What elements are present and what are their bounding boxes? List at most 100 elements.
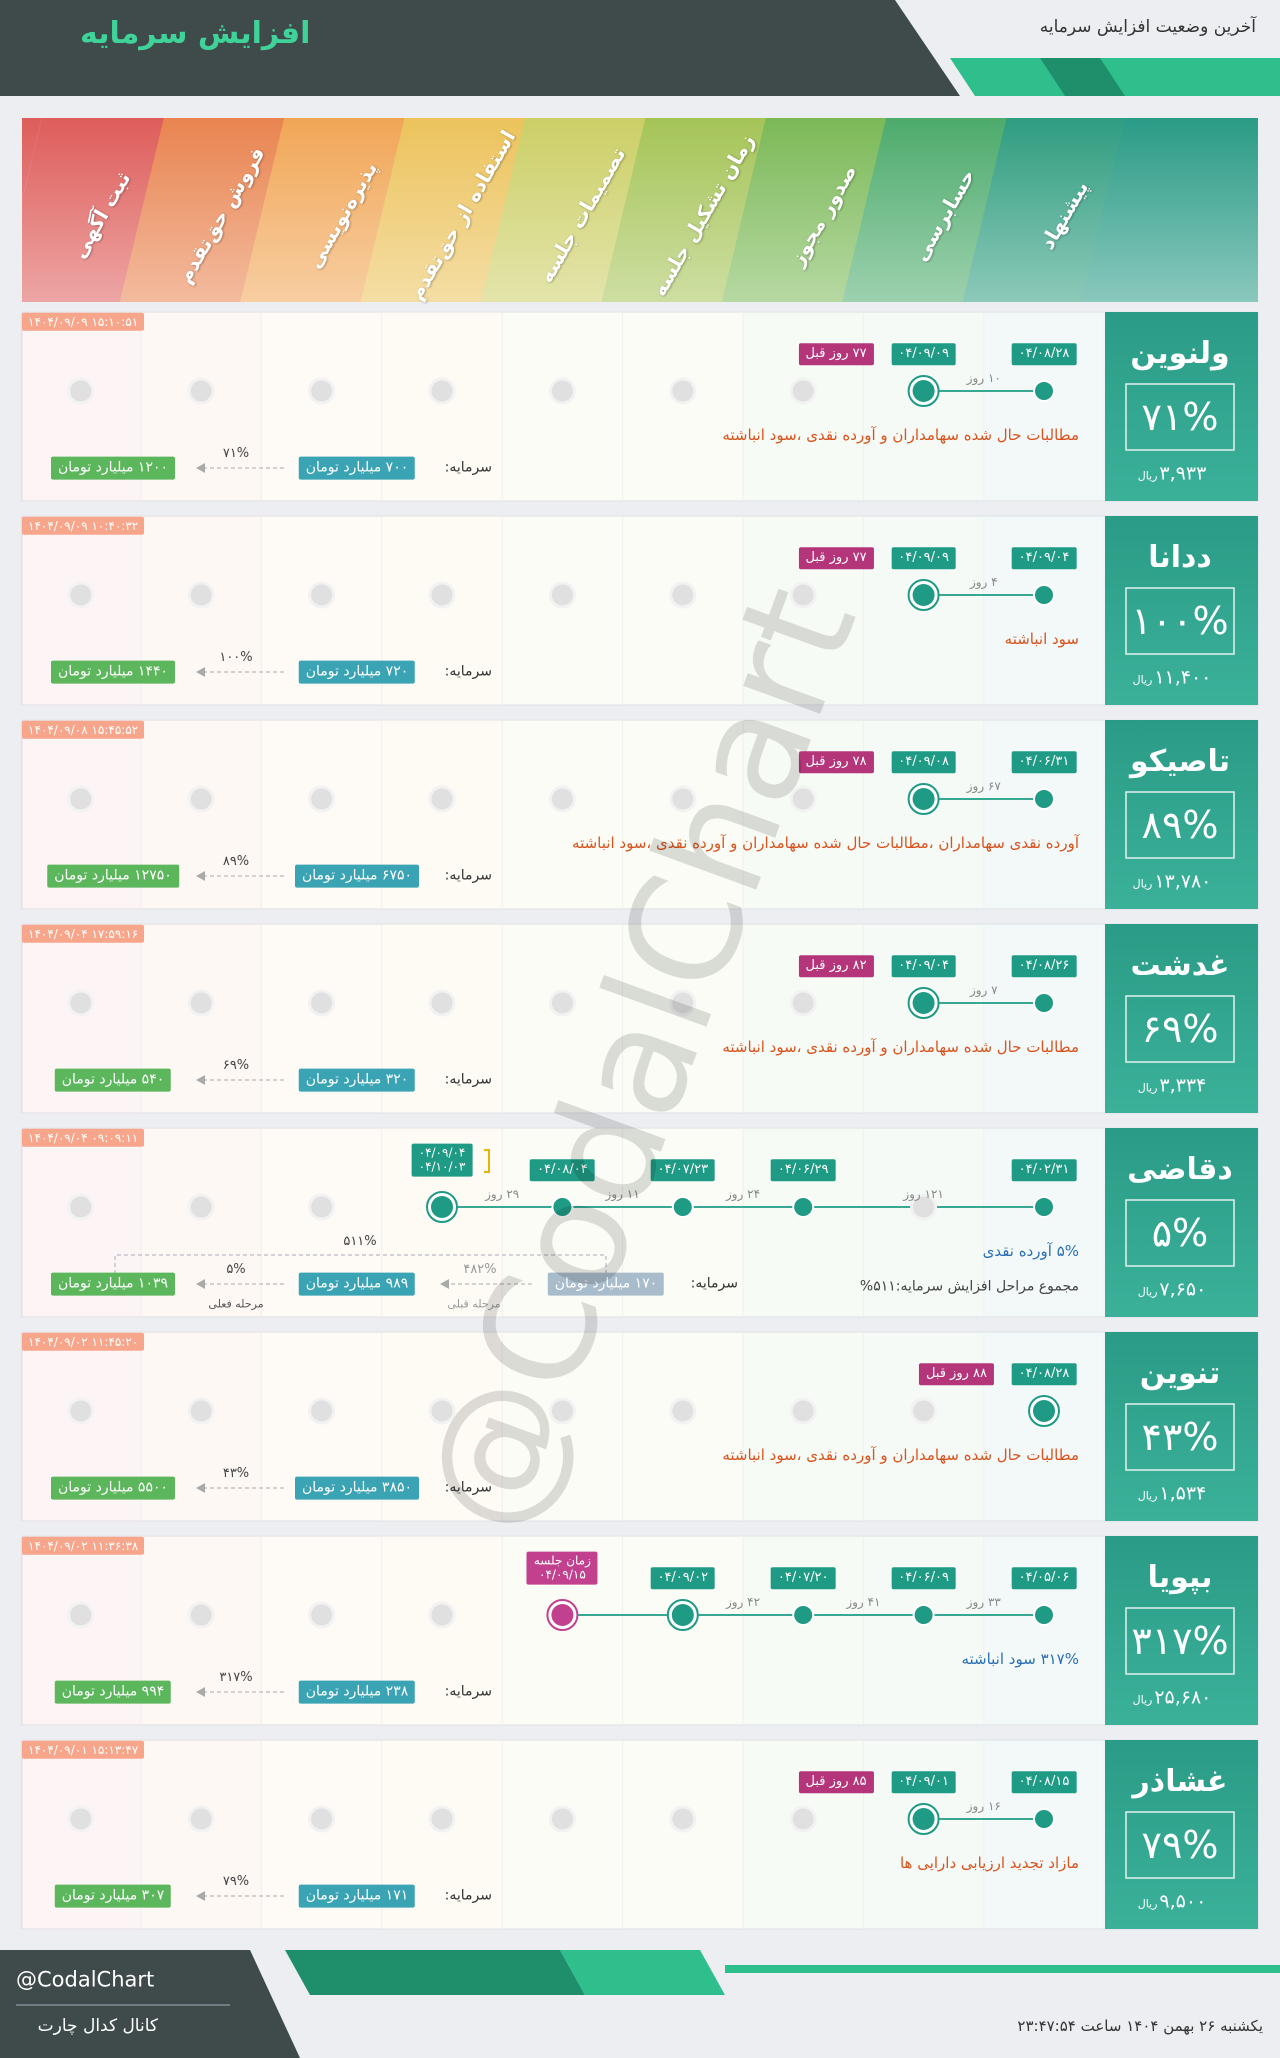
price: ۹,۵۰۰ ریال (1138, 1891, 1207, 1914)
symbol: ددانا (1148, 540, 1212, 575)
node (792, 1604, 815, 1626)
date-pill: ۰۴/۰۹/۰۴ ۰۴/۱۰/۰۳ (411, 1143, 473, 1177)
description-2: مجموع مراحل افزایش سرمایه:۵۱۱% (859, 1278, 1079, 1295)
price: ۱۱,۴۰۰ ریال (1133, 667, 1212, 690)
stage-label: تصمیمات جلسه (534, 143, 631, 287)
arrow-head (196, 667, 205, 677)
increase: ۸۹% (222, 854, 250, 870)
price: ۱۳,۷۸۰ ریال (1133, 871, 1212, 894)
capital-after: ۵۵۰۰ میلیارد تومان (51, 1476, 175, 1500)
node-pending (187, 377, 215, 405)
page-subtitle: آخرین وضعیت افزایش سرمایه (1039, 16, 1256, 37)
stage-tint (622, 1740, 743, 1929)
node-pending (67, 785, 95, 813)
arrow-head (196, 1891, 205, 1901)
node-pending (548, 989, 576, 1017)
symbol: تنوین (1139, 1356, 1221, 1391)
increase: ۷۹% (222, 1874, 250, 1890)
footer-datetime: یکشنبه ۲۶ بهمن ۱۴۰۴ ساعت ۲۳:۴۷:۵۴ (1017, 2017, 1263, 2035)
node (671, 1196, 694, 1218)
caption-prev: مرحله قبلی (447, 1297, 501, 1311)
node-pending (548, 785, 576, 813)
price-unit: ریال (1132, 1693, 1153, 1707)
footer-stripe (560, 1950, 725, 1995)
capital-before: ۲۳۸ میلیارد تومان (298, 1680, 416, 1704)
node (551, 1604, 574, 1626)
capital-label: سرمایه: (444, 1683, 492, 1700)
percent: ۱۰۰% (1131, 599, 1229, 644)
stage-label: زمان تشکیل جلسه (646, 129, 759, 301)
node-pending (548, 581, 576, 609)
symbol-panel (1105, 1128, 1258, 1317)
date-pill: ۰۴/۰۸/۲۸ (1011, 343, 1077, 365)
symbol-panel (1105, 720, 1258, 909)
timestamp: ۱۴۰۴/۰۹/۰۸ ۱۵:۴۵:۵۲ (22, 720, 145, 740)
header-band (0, 0, 960, 96)
date-pill: ۰۴/۰۵/۰۶ (1011, 1567, 1077, 1589)
stage-label: صدور مجوز (784, 160, 862, 270)
stage-tint (502, 720, 623, 909)
percent-box (1125, 587, 1235, 655)
node-pending (428, 1397, 456, 1425)
percent: ۵% (1151, 1211, 1209, 1256)
date-pill: ۰۴/۰۲/۳۱ (1011, 1159, 1077, 1181)
description: ۵% آورده نقدی (982, 1242, 1079, 1260)
stage-label: استفاده از حق‌تقدم (403, 126, 521, 304)
capital-before: ۶۷۵۰ میلیارد تومان (295, 864, 419, 888)
price-value: ۳,۹۳۳ (1159, 462, 1207, 485)
percent-box (1125, 1403, 1235, 1471)
capital-before: ۱۷۱ میلیارد تومان (298, 1884, 416, 1908)
percent-box (1125, 791, 1235, 859)
days: ۲۴ روز (725, 1186, 761, 1201)
symbol-panel (1105, 924, 1258, 1113)
percent: ۶۹% (1141, 1007, 1219, 1052)
stage-tint (622, 516, 743, 705)
node-pending (428, 785, 456, 813)
date-pill: ۰۴/۰۸/۲۸ (1011, 1363, 1077, 1385)
node-pending (428, 1601, 456, 1629)
ago-pill: ۸۵ روز قبل (798, 1771, 874, 1793)
increase: ۴۳% (222, 1466, 250, 1482)
days: ۱۱ روز (605, 1186, 640, 1201)
node (1033, 992, 1055, 1014)
node (912, 380, 935, 402)
date-pill: ۰۴/۰۹/۰۹ (891, 547, 956, 569)
increase: ۶۹% (222, 1058, 250, 1074)
capital-after: ۱۴۴۰ میلیارد تومان (51, 660, 175, 684)
price-unit: ریال (1132, 673, 1153, 687)
description: مازاد تجدید ارزیابی دارایی ها (899, 1854, 1079, 1872)
node (1033, 1400, 1055, 1422)
symbol: بپویا (1147, 1560, 1213, 1595)
arrow-head (440, 1279, 449, 1289)
description: مطالبات حال شده سهامداران و آورده نقدی ،… (722, 1446, 1079, 1464)
price-value: ۷,۶۵۰ (1159, 1278, 1207, 1301)
page-title: افزایش سرمایه (80, 16, 311, 51)
node-pending (187, 785, 215, 813)
node-pending (669, 989, 697, 1017)
stage-tint (743, 1332, 864, 1521)
node (912, 788, 935, 810)
node (1033, 788, 1055, 810)
timestamp: ۱۴۰۴/۰۹/۰۹ ۱۰:۴۰:۳۲ (22, 516, 145, 536)
footer-band (0, 1950, 300, 2058)
percent-box (1125, 1811, 1235, 1879)
timestamp: ۱۴۰۴/۰۹/۰۴ ۱۷:۵۹:۱۶ (22, 924, 145, 944)
stage-tint (622, 1332, 743, 1521)
arrow-head (196, 1075, 205, 1085)
capital-label: سرمایه: (444, 663, 492, 680)
node-pending (187, 1805, 215, 1833)
footer-stripe (725, 1965, 1280, 1973)
timestamp: ۱۴۰۴/۰۹/۰۴ ۰۹:۰۹:۱۱ (22, 1128, 145, 1148)
arrow-head (196, 463, 205, 473)
node-pending (67, 377, 95, 405)
increase-prev: ۴۸۲% (463, 1262, 497, 1278)
node (1033, 1808, 1055, 1830)
stage-tint (502, 516, 623, 705)
node-pending (308, 1805, 336, 1833)
percent-box (1125, 1199, 1235, 1267)
timestamp: ۱۴۰۴/۰۹/۰۹ ۱۵:۱۰:۵۱ (22, 312, 145, 332)
node (1033, 380, 1055, 402)
price: ۷,۶۵۰ ریال (1138, 1279, 1207, 1302)
